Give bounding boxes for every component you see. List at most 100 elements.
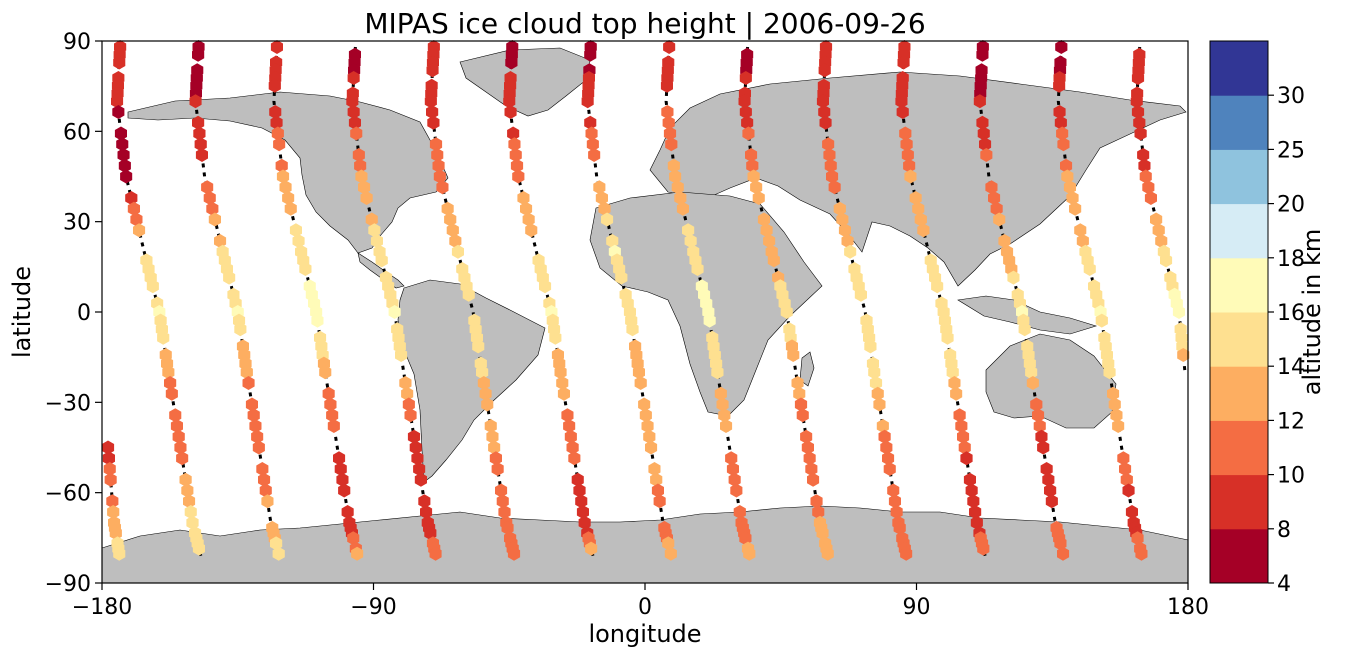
cloud-point <box>836 212 849 227</box>
cloud-point <box>878 429 891 444</box>
cloud-point <box>162 365 175 380</box>
cloud-point <box>1131 71 1145 85</box>
cloud-point <box>895 94 908 109</box>
cloud-point <box>739 105 752 119</box>
cloud-point <box>284 201 297 216</box>
cloud-point <box>125 191 138 205</box>
cloud-point <box>489 451 502 466</box>
cloud-point <box>1025 365 1038 380</box>
cloud-point <box>409 440 422 455</box>
cloud-point <box>360 191 373 205</box>
cloud-point <box>791 376 804 390</box>
cloud-point <box>1042 472 1055 487</box>
cloud-point <box>273 137 286 152</box>
y-tick-label: 60 <box>63 120 91 145</box>
cloud-point <box>664 546 677 561</box>
cloud-point <box>728 472 741 487</box>
cloud-point <box>805 462 818 476</box>
colorbar-tick-label: 30 <box>1277 84 1305 109</box>
cloud-point <box>873 397 886 412</box>
cloud-point <box>1053 105 1066 119</box>
cloud-point <box>170 419 183 433</box>
cloud-point <box>549 330 562 345</box>
cloud-point <box>979 137 992 152</box>
cloud-point <box>741 115 754 130</box>
cloud-point <box>868 365 881 380</box>
cloud-point <box>111 94 124 109</box>
cloud-point <box>757 212 770 227</box>
cloud-point <box>333 451 346 466</box>
cloud-point <box>1137 148 1150 162</box>
cloud-point <box>510 158 524 173</box>
cloud-point <box>347 531 360 546</box>
cloud-point <box>598 201 611 216</box>
cloud-point <box>507 546 521 561</box>
cloud-point <box>967 494 980 509</box>
cloud-point <box>645 440 658 455</box>
cloud-point <box>234 322 247 337</box>
cloud-point <box>503 94 516 109</box>
cloud-point <box>876 419 889 433</box>
colorbar-segment <box>1210 41 1268 96</box>
cloud-point <box>725 451 738 466</box>
cloud-point <box>399 376 412 390</box>
cloud-point <box>472 339 485 354</box>
plot-area <box>101 40 1190 584</box>
cloud-point <box>887 483 900 498</box>
cloud-point <box>223 270 236 285</box>
cloud-point <box>674 191 687 205</box>
cloud-point <box>833 201 846 216</box>
cloud-point <box>1139 169 1152 184</box>
cloud-point <box>893 520 906 535</box>
cloud-point <box>256 462 269 476</box>
cloud-point <box>864 339 877 354</box>
cloud-point <box>324 397 337 412</box>
cloud-point <box>109 526 122 541</box>
cloud-point <box>903 158 916 173</box>
land-central-america <box>357 252 405 289</box>
cloud-point <box>407 429 421 444</box>
cloud-point <box>780 305 793 319</box>
cloud-point <box>411 451 424 466</box>
cloud-point <box>181 483 194 498</box>
cloud-point <box>327 419 340 433</box>
cloud-point <box>854 287 867 302</box>
cloud-point <box>462 287 475 302</box>
cloud-point <box>1138 158 1151 173</box>
cloud-point <box>948 376 961 390</box>
cloud-point <box>270 536 283 551</box>
cloud-point <box>816 94 829 109</box>
cloud-point <box>1037 440 1050 455</box>
cloud-point <box>1069 201 1082 216</box>
cloud-point <box>1120 472 1133 487</box>
cloud-point <box>711 365 724 380</box>
y-tick-label: 30 <box>63 211 91 236</box>
cloud-point <box>346 94 359 109</box>
cloud-point <box>261 494 274 509</box>
cloud-point <box>941 330 954 345</box>
cloud-point <box>116 137 129 152</box>
cloud-point <box>279 180 292 195</box>
colorbar-tick-label: 18 <box>1277 247 1305 272</box>
cloud-point <box>449 234 462 248</box>
cloud-point <box>901 148 914 162</box>
cloud-point <box>282 191 295 205</box>
cloud-point <box>1044 483 1057 498</box>
cloud-point <box>818 105 831 119</box>
colorbar-segment <box>1210 203 1268 259</box>
cloud-point <box>909 191 922 205</box>
cloud-point <box>130 212 143 227</box>
cloud-point <box>348 115 361 130</box>
cloud-point <box>914 212 927 227</box>
cloud-point <box>1057 546 1070 561</box>
cloud-point <box>358 180 371 195</box>
cloud-point <box>638 397 651 412</box>
cloud-point <box>917 223 930 238</box>
cloud-point <box>355 169 368 184</box>
cloud-point <box>258 472 271 487</box>
cloud-point <box>347 105 360 119</box>
cloud-point <box>931 279 944 294</box>
cloud-point <box>641 419 654 433</box>
y-tick-label: 0 <box>77 301 91 326</box>
